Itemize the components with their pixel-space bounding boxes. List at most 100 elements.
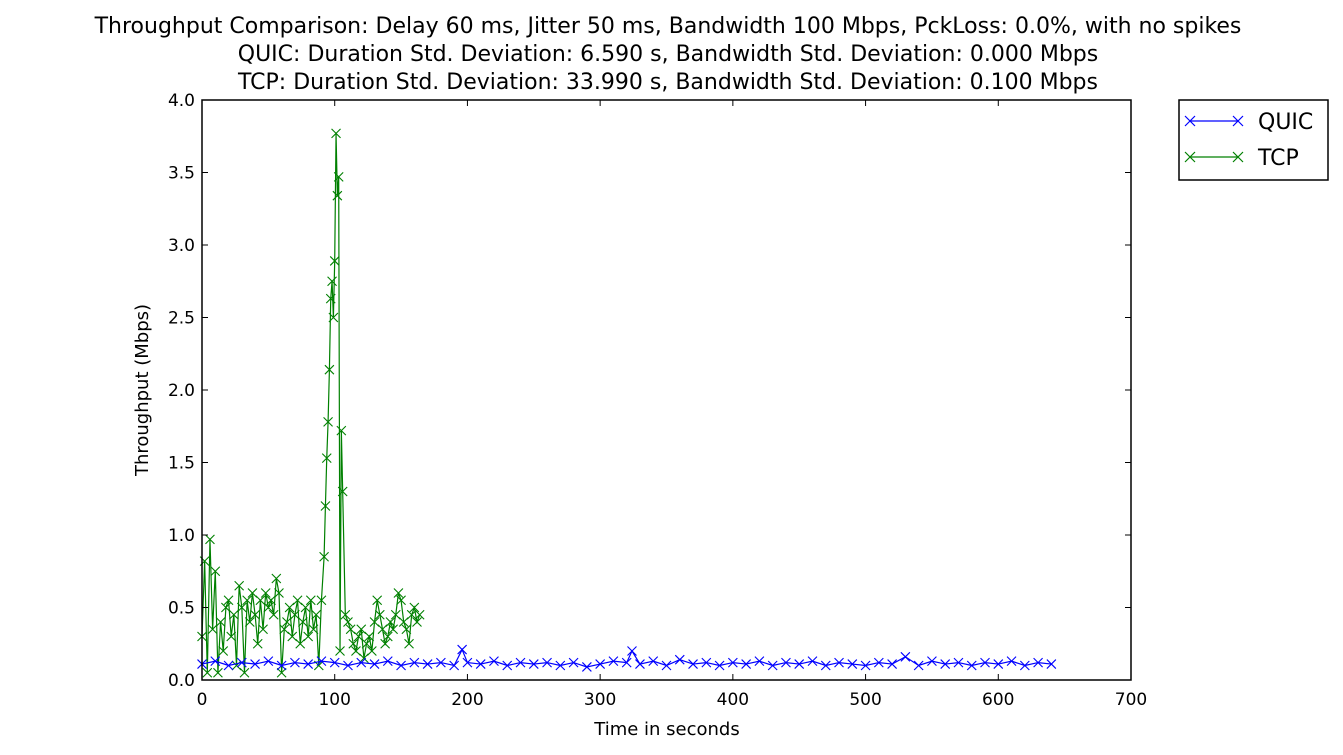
y-axis-label: Throughput (Mbps) [132, 304, 153, 477]
x-tick-label: 500 [849, 690, 881, 710]
tcp-point [292, 595, 303, 606]
quic-point [741, 659, 752, 669]
tcp-point [382, 631, 393, 642]
tcp-point [366, 646, 377, 656]
quic-point [290, 657, 300, 668]
tcp-point [228, 609, 239, 620]
quic-point [953, 657, 964, 668]
quic-line [201, 648, 1052, 668]
tcp-point [213, 667, 223, 678]
tcp-point [250, 609, 260, 620]
tcp-point [303, 631, 314, 642]
tcp-point [279, 624, 290, 635]
tcp-point [287, 631, 298, 642]
x-tick-label: 600 [982, 690, 1014, 710]
title-line-2: QUIC: Duration Std. Deviation: 6.590 s, … [238, 42, 1098, 67]
tcp-point [321, 453, 332, 464]
quic-point [329, 657, 340, 668]
tcp-point [364, 631, 375, 642]
legend-quic-label: QUIC [1258, 110, 1313, 135]
quic-point [873, 657, 884, 668]
tcp-point [300, 602, 311, 613]
quic-point [356, 657, 367, 668]
quic-point [515, 657, 526, 668]
tcp-point [236, 602, 247, 613]
y-tick-label: 2.0 [168, 381, 195, 401]
tcp-point [271, 573, 282, 584]
tcp-point [327, 276, 337, 287]
quic-point [595, 659, 606, 669]
quic-point [396, 660, 406, 671]
quic-point [834, 657, 844, 668]
y-tick-label: 1.5 [168, 454, 195, 474]
tcp-point [380, 638, 391, 649]
quic-point [900, 651, 911, 662]
quic-point [555, 660, 566, 671]
quic-point [754, 656, 765, 667]
tcp-point [266, 595, 276, 606]
tcp-point [393, 588, 404, 598]
quic-point [627, 646, 637, 656]
y-tick-label: 0.5 [168, 599, 195, 619]
tcp-point [297, 617, 308, 627]
tcp-point [205, 534, 215, 545]
quic-point [422, 659, 433, 669]
tcp-point [305, 595, 316, 606]
quic-point [462, 657, 473, 668]
tcp-point [414, 609, 425, 620]
quic-point [303, 659, 314, 669]
quic-point [1019, 660, 1030, 671]
plot-area-frame [201, 99, 1132, 681]
tcp-point [359, 653, 369, 664]
tcp-point [396, 595, 406, 606]
tcp-point [207, 624, 218, 635]
quic-point [210, 656, 221, 667]
quic-point [223, 660, 234, 671]
tcp-point [409, 602, 420, 613]
quic-point [767, 660, 778, 671]
tcp-point [295, 638, 306, 649]
tcp-point [369, 617, 380, 627]
tcp-point [390, 609, 401, 620]
quic-point [542, 657, 552, 668]
tcp-point [324, 364, 335, 375]
tcp-point [361, 638, 372, 649]
quic-point [489, 656, 499, 667]
quic-point [993, 659, 1004, 669]
quic-point [1033, 657, 1043, 668]
tcp-point [284, 602, 295, 613]
quic-point [860, 660, 871, 671]
series-layer [197, 128, 1057, 678]
tcp-point [398, 617, 409, 627]
tcp-point [331, 128, 341, 139]
quic-point [449, 660, 460, 671]
tcp-point [258, 624, 268, 635]
tcp-point [336, 425, 347, 436]
x-tick-label: 700 [1115, 690, 1147, 710]
quic-point [457, 644, 468, 655]
quic-point [369, 659, 380, 669]
tcp-point [202, 667, 213, 678]
quic-point [980, 657, 990, 668]
legend: QUIC TCP [1178, 99, 1329, 181]
tcp-point [242, 595, 253, 606]
tcp-point [223, 595, 234, 606]
tcp-point [319, 551, 329, 562]
legend-quic-marker-left [1184, 115, 1196, 127]
quic-point [635, 659, 645, 669]
quic-point [847, 659, 858, 669]
tcp-point [308, 624, 319, 635]
quic-point [1006, 656, 1017, 667]
quic-point [435, 657, 446, 668]
x-tick-label: 400 [717, 690, 749, 710]
quic-point [276, 660, 287, 671]
tcp-point [323, 417, 333, 427]
tcp-point [210, 566, 221, 577]
tcp-point [333, 171, 344, 182]
x-tick-label: 200 [451, 690, 483, 710]
tcp-point [244, 617, 255, 627]
quic-point [316, 656, 327, 667]
legend-tcp-marker-left [1184, 151, 1196, 163]
tcp-point [226, 631, 237, 642]
